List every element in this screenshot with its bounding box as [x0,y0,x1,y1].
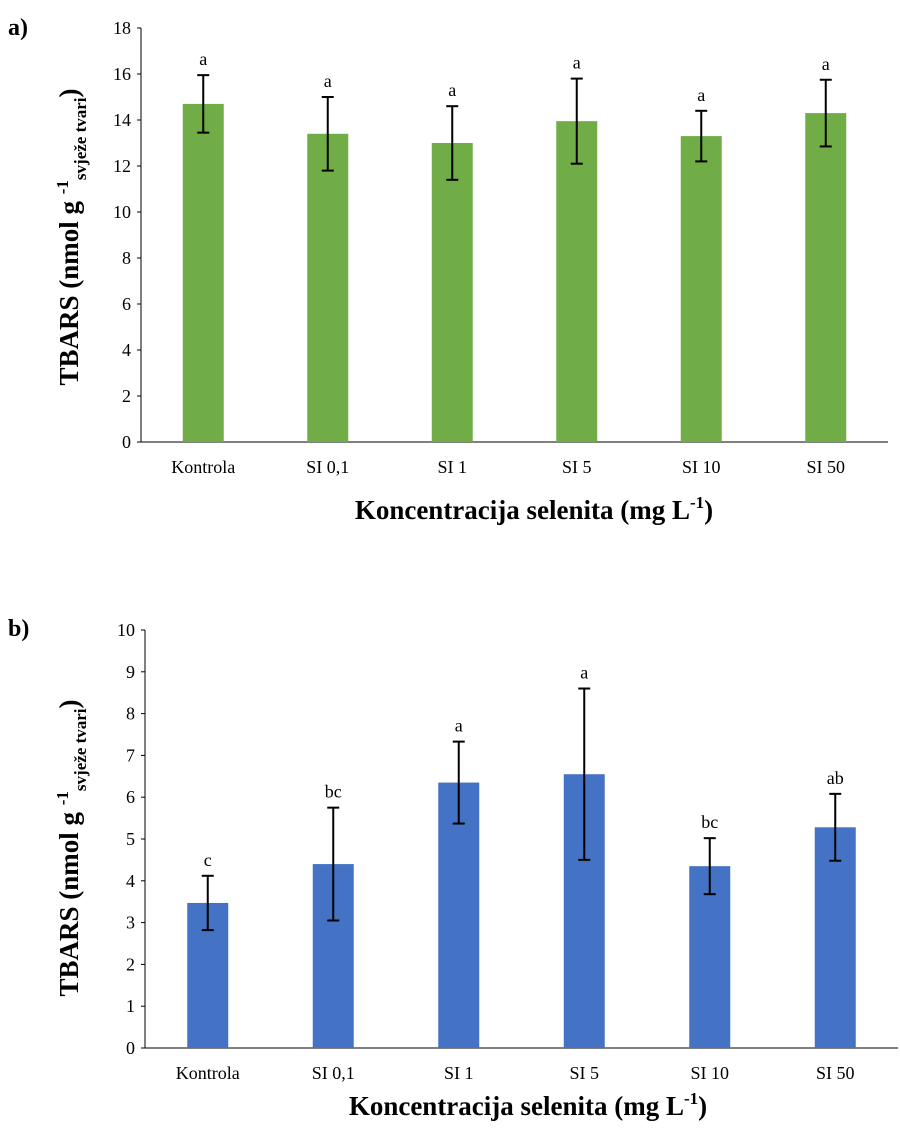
x-tick-label: SI 50 [816,1063,855,1083]
y-tick-label: 0 [122,432,131,452]
y-tick-label: 4 [126,871,135,891]
bar-b-5 [689,866,731,1048]
significance-label: a [324,71,332,91]
y-tick-label: 8 [126,704,135,724]
x-tick-label: SI 5 [569,1063,599,1083]
y-tick-label: 6 [122,294,131,314]
significance-label: a [822,54,830,74]
x-axis-title-main: Koncentracija selenita (mg L [349,1091,684,1121]
bar-b-3 [438,782,480,1048]
y-axis-title-sub: svježe tvari [71,97,90,180]
y-tick-label: 0 [126,1038,135,1058]
y-tick-label: 1 [126,996,135,1016]
x-tick-label: Kontrola [171,457,235,477]
x-axis-title-close: ) [698,1091,707,1121]
significance-label: a [199,49,207,69]
y-tick-label: 10 [117,620,135,640]
bar-a-1 [182,103,224,443]
x-tick-label: SI 1 [437,457,467,477]
y-axis-title-a: TBARS (nmol g -1svježe tvari) [53,88,90,385]
significance-label: a [573,53,581,73]
x-tick-label: SI 5 [562,457,592,477]
x-tick-label: SI 10 [682,457,721,477]
bar-a-2 [307,133,349,443]
panel-label-b: b) [8,616,29,642]
y-tick-label: 16 [113,64,131,84]
y-axis-title-sub: svježe tvari [71,708,90,791]
y-axis-title-main: TBARS (nmol g [54,194,84,385]
y-tick-label: 10 [113,202,131,222]
y-tick-label: 6 [126,787,135,807]
x-tick-label: SI 1 [444,1063,474,1083]
y-tick-label: 8 [122,248,131,268]
significance-label: a [455,716,463,736]
x-tick-label: Kontrola [176,1063,240,1083]
significance-label: a [448,80,456,100]
y-tick-label: 3 [126,913,135,933]
significance-label: c [204,850,212,870]
x-tick-label: SI 50 [806,457,845,477]
x-tick-label: SI 0,1 [312,1063,355,1083]
significance-label: bc [325,782,342,802]
bar-b-6 [814,827,856,1048]
bar-a-6 [805,113,847,442]
x-axis-title-sup: -1 [684,1089,698,1108]
x-axis-title-close: ) [704,495,713,525]
y-axis-title-sup: -1 [53,180,72,194]
y-axis-title-close: ) [54,699,84,708]
x-axis-title-b: Koncentracija selenita (mg L-1) [349,1089,707,1121]
y-tick-label: 12 [113,156,131,176]
y-axis-title-sup: -1 [53,791,72,805]
panel-label-a: a) [8,15,28,41]
bar-a-4 [556,121,598,443]
y-tick-label: 5 [126,829,135,849]
y-tick-label: 18 [113,18,131,38]
significance-label: bc [701,812,718,832]
y-tick-label: 2 [126,954,135,974]
x-axis-title-sup: -1 [690,493,704,512]
bar-a-5 [680,136,722,442]
chart-panel-b: b) TBARS (nmol g -1svježe tvari) Koncent… [8,616,898,1121]
x-tick-label: SI 10 [690,1063,729,1083]
bar-a-3 [431,143,473,442]
significance-label: ab [827,768,844,788]
y-tick-label: 14 [113,110,131,130]
significance-label: a [580,663,588,683]
y-axis-title-b: TBARS (nmol g -1svježe tvari) [53,699,90,996]
x-axis-title-main: Koncentracija selenita (mg L [355,495,690,525]
y-tick-label: 4 [122,340,131,360]
y-tick-label: 9 [126,662,135,682]
y-axis-title-main: TBARS (nmol g [54,805,84,996]
y-tick-label: 7 [126,745,135,765]
significance-label: a [697,85,705,105]
y-axis-title-close: ) [54,88,84,97]
chart-panel-a: a) TBARS (nmol g -1svježe tvari) Koncent… [8,15,888,525]
y-tick-label: 2 [122,386,131,406]
x-tick-label: SI 0,1 [306,457,349,477]
x-axis-title-a: Koncentracija selenita (mg L-1) [355,493,713,525]
